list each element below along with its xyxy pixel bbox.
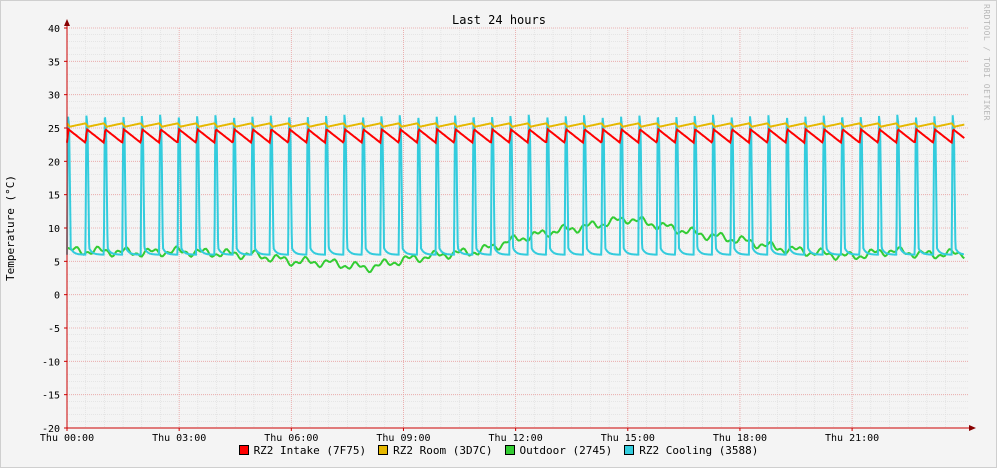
- x-axis-arrow: [969, 425, 976, 431]
- legend-swatch: [238, 445, 249, 455]
- watermark: RRDTOOL / TOBI OETIKER: [982, 4, 991, 121]
- x-tick-label: Thu 03:00: [152, 433, 206, 444]
- x-tick-labels: Thu 00:00 Thu 03:00 Thu 06:00 Thu 09:00 Thu …: [40, 433, 879, 444]
- legend-item: Outdoor (2745): [504, 444, 613, 457]
- y-tick-label: -5: [48, 324, 60, 335]
- y-axis-label: Temperature (°C): [4, 175, 17, 281]
- y-tick-label: 25: [48, 124, 60, 135]
- y-tick-label: 35: [48, 57, 60, 68]
- chart-title: Last 24 hours: [452, 13, 546, 27]
- legend-item: RZ2 Intake (7F75): [238, 444, 367, 457]
- legend-item: RZ2 Cooling (3588): [624, 444, 758, 457]
- x-tick-label: Thu 18:00: [713, 433, 767, 444]
- series-room: [66, 122, 965, 128]
- legend-label: RZ2 Intake (7F75): [253, 444, 367, 457]
- legend-swatch: [378, 445, 389, 455]
- y-tick-labels: -20 -15 -10 -5 0 5 10 15 20 25 30 35 40: [42, 24, 60, 435]
- y-axis-arrow: [64, 19, 70, 26]
- x-tick-label: Thu 21:00: [825, 433, 879, 444]
- y-tick-label: 10: [48, 224, 60, 235]
- legend-label: Outdoor (2745): [519, 444, 613, 457]
- legend-swatch: [504, 445, 515, 455]
- legend-label: RZ2 Cooling (3588): [639, 444, 759, 457]
- y-tick-label: 0: [54, 291, 60, 302]
- legend: RZ2 Intake (7F75) RZ2 Room (3D7C) Outdoor …: [0, 444, 997, 457]
- y-tick-label: 15: [48, 191, 60, 202]
- x-tick-label: Thu 09:00: [376, 433, 430, 444]
- x-tick-label: Thu 15:00: [601, 433, 655, 444]
- series-lines: [66, 114, 965, 274]
- series-intake: [66, 127, 965, 145]
- axes: [64, 19, 976, 431]
- legend-swatch: [624, 445, 635, 455]
- x-tick-label: Thu 06:00: [264, 433, 318, 444]
- legend-item: RZ2 Room (3D7C): [378, 444, 493, 457]
- y-tick-label: 40: [48, 24, 60, 35]
- y-tick-label: 5: [54, 257, 60, 268]
- y-tick-label: -10: [42, 357, 60, 368]
- x-tick-label: Thu 12:00: [489, 433, 543, 444]
- x-tick-label: Thu 00:00: [40, 433, 94, 444]
- y-tick-label: -20: [42, 424, 60, 435]
- y-tick-label: -15: [42, 391, 60, 402]
- y-tick-label: 30: [48, 91, 60, 102]
- legend-label: RZ2 Room (3D7C): [393, 444, 493, 457]
- y-tick-label: 20: [48, 157, 60, 168]
